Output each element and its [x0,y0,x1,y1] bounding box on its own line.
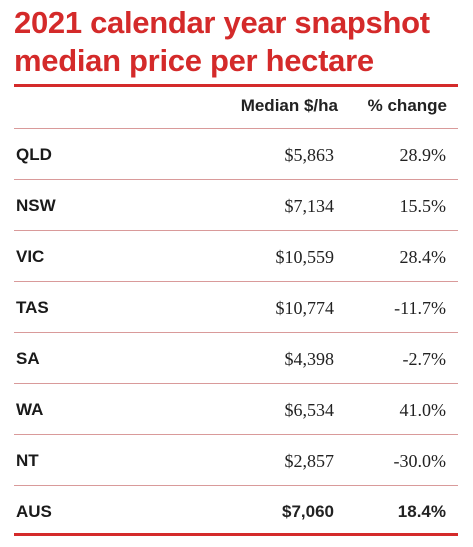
percent-change-cell: 15.5% [399,196,447,216]
state-label: NSW [16,196,56,215]
percent-change-cell: -2.7% [402,349,447,369]
state-label: AUS [16,502,52,521]
column-header-change: % change [367,96,447,115]
state-label: TAS [16,298,49,317]
percent-change-cell: -11.7% [394,298,446,318]
chart-title: 2021 calendar year snapshot median price… [14,4,430,80]
median-price-cell: $6,534 [284,400,335,420]
table-row: SA $4,398 -2.7% [14,332,458,383]
median-price-cell: $7,134 [284,196,335,216]
state-label: VIC [16,247,45,266]
state-label: SA [16,349,40,368]
percent-change-cell: 18.4% [397,502,446,521]
percent-change-cell: 28.4% [399,247,447,267]
table-row: TAS $10,774 -11.7% [14,281,458,332]
table-row: NSW $7,134 15.5% [14,179,458,230]
state-label: QLD [16,145,52,164]
price-table: QLD $5,863 28.9% NSW $7,134 15.5% VIC $10,559 28… [14,128,458,536]
median-price-cell: $4,398 [284,349,335,369]
title-line-2: median price per hectare [14,43,374,78]
percent-change-cell: -30.0% [393,451,447,471]
column-header-median: Median $/ha [240,96,338,115]
table-row: QLD $5,863 28.9% [14,128,458,179]
bottom-rule [14,533,458,536]
state-label: NT [16,451,39,470]
median-price-cell: $5,863 [284,145,335,165]
table-row: AUS $7,060 18.4% [14,485,458,536]
table-row: WA $6,534 41.0% [14,383,458,434]
title-line-1: 2021 calendar year snapshot [14,5,430,40]
title-rule [14,84,458,87]
median-price-cell: $10,774 [275,298,335,318]
percent-change-cell: 28.9% [399,145,447,165]
table-row: NT $2,857 -30.0% [14,434,458,485]
percent-change-cell: 41.0% [399,400,447,420]
median-price-cell: $7,060 [282,502,334,521]
state-label: WA [16,400,44,419]
median-price-cell: $10,559 [275,247,335,267]
median-price-cell: $2,857 [284,451,335,471]
table-row: VIC $10,559 28.4% [14,230,458,281]
